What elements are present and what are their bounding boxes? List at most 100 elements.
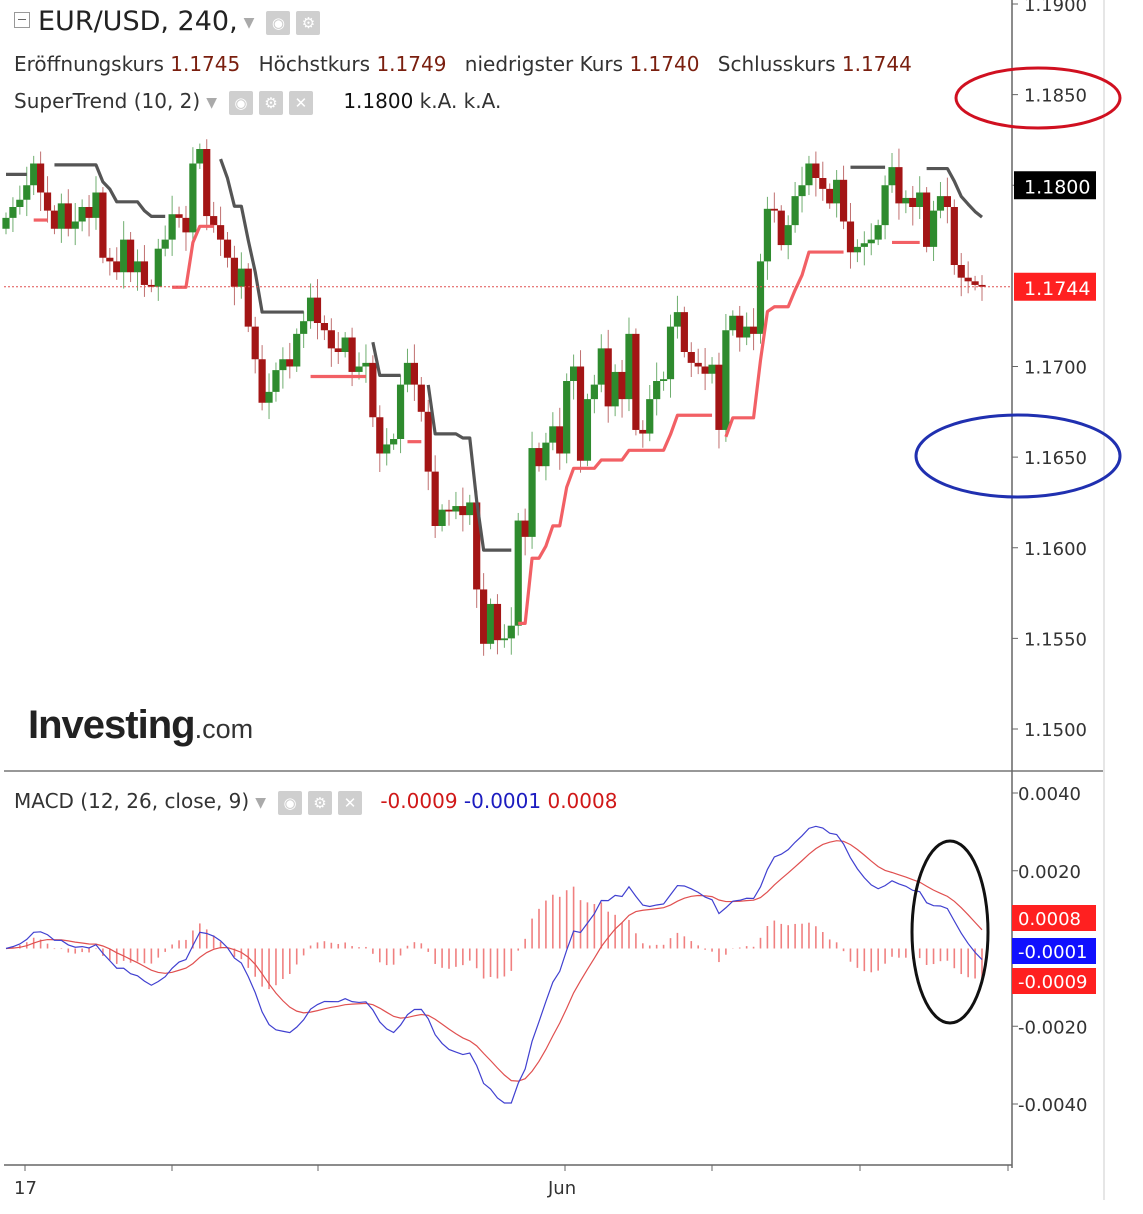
candle-bull — [570, 366, 578, 381]
low-value: 1.1740 — [629, 52, 700, 76]
candle-bull — [237, 268, 245, 287]
price-tick-label: 1.1850 — [1024, 86, 1087, 107]
chevron-down-icon[interactable]: ▼ — [206, 94, 217, 111]
candle-bear — [431, 471, 439, 526]
candle-bear — [106, 257, 114, 262]
candle-bear — [175, 214, 183, 218]
price-tick-label: 1.1600 — [1024, 539, 1087, 560]
candle-bear — [445, 509, 453, 512]
candle-bull — [659, 379, 668, 381]
candle-bull — [583, 399, 592, 461]
candle-bull — [120, 239, 128, 273]
candle-bull — [888, 167, 896, 186]
candle-bull — [902, 197, 910, 204]
supertrend-label: SuperTrend (10, 2) — [14, 89, 201, 113]
candle-bull — [563, 381, 571, 454]
candle-bear — [327, 330, 335, 349]
supertrend-down-line — [371, 341, 401, 377]
candle-bull — [500, 638, 508, 641]
candle-bear — [680, 312, 688, 352]
supertrend-value: 1.1800 — [343, 89, 414, 113]
gear-icon[interactable]: ⚙ — [307, 790, 332, 815]
gear-icon[interactable]: ⚙ — [296, 10, 321, 35]
price-tick-label: 1.1500 — [1024, 720, 1087, 741]
candle-bull — [881, 185, 889, 226]
candle-bull — [597, 348, 605, 385]
candle-bull — [805, 163, 813, 186]
close-icon[interactable]: ✕ — [337, 790, 362, 815]
candle-bear — [839, 179, 848, 222]
macd-signal-label: 0.0008 — [1018, 909, 1081, 930]
candle-bull — [625, 333, 633, 400]
chevron-down-icon[interactable]: ▼ — [255, 794, 266, 811]
supertrend-na-1: k.A. — [419, 89, 458, 113]
candle-bull — [189, 163, 197, 233]
candle-bear — [459, 506, 467, 516]
candle-bear — [687, 352, 695, 363]
candle-bear — [749, 326, 758, 334]
candle-bull — [362, 362, 370, 367]
supertrend-up-line — [518, 413, 713, 625]
candle-bear — [770, 208, 778, 211]
candle-bear — [369, 362, 377, 418]
candle-bull — [791, 196, 799, 226]
time-tick-label: 17 — [14, 1178, 37, 1199]
candle-bear — [556, 426, 564, 454]
close-icon[interactable]: ✕ — [288, 90, 313, 115]
macd-hist-value: -0.0009 — [380, 789, 458, 813]
candle-bear — [376, 417, 384, 454]
candle-bear — [493, 603, 502, 641]
candle-bear — [37, 163, 45, 193]
candle-bear — [964, 277, 972, 282]
candle-bear — [258, 359, 266, 403]
candle-bear — [950, 207, 958, 265]
price-tick-label: 1.1900 — [1024, 0, 1087, 16]
macd-histogram — [12, 886, 983, 990]
candle-bull — [355, 366, 363, 372]
macd-tick-label: -0.0020 — [1018, 1017, 1087, 1038]
macd-line — [5, 825, 983, 1104]
supertrend-price-label: 1.1800 — [1024, 176, 1090, 198]
price-pane — [4, 0, 1012, 770]
candle-bear — [846, 221, 855, 253]
chevron-down-icon[interactable]: ▼ — [243, 14, 255, 31]
eye-icon[interactable]: ◉ — [266, 10, 291, 35]
supertrend-na-2: k.A. — [463, 89, 502, 113]
price-tick-label: 1.1650 — [1024, 448, 1087, 469]
price-tick-label: 1.1550 — [1024, 629, 1087, 650]
candle-bear — [943, 196, 951, 207]
candle-bear — [203, 149, 211, 217]
candle-bear — [348, 337, 356, 372]
collapse-icon[interactable] — [14, 11, 30, 28]
supertrend-down-line — [926, 166, 983, 219]
candle-bear — [244, 268, 252, 327]
candle-bull — [30, 163, 38, 186]
annotation-circle-blue — [914, 413, 1122, 499]
macd-tick-label: -0.0040 — [1018, 1095, 1087, 1116]
candle-bull — [729, 315, 737, 331]
candle-bull — [383, 444, 391, 454]
annotation-circle-black — [910, 839, 990, 1025]
macd-line-label: -0.0001 — [1018, 942, 1087, 963]
candle-bear — [535, 448, 543, 467]
candle-bear — [50, 210, 59, 229]
macd-hist-label-bg — [1012, 968, 1096, 994]
candle-bear — [223, 239, 232, 258]
candle-bull — [763, 208, 772, 262]
candle-bear — [971, 281, 979, 285]
gear-icon[interactable]: ⚙ — [258, 90, 283, 115]
candle-bull — [507, 625, 515, 639]
candle-bear — [320, 323, 329, 331]
candle-bull — [396, 384, 405, 439]
eye-icon[interactable]: ◉ — [228, 90, 253, 115]
candle-bull — [279, 359, 287, 371]
candle-bear — [576, 366, 585, 461]
candle-bear — [334, 348, 342, 352]
eye-icon[interactable]: ◉ — [277, 790, 302, 815]
brand-name: Investing — [28, 703, 196, 747]
candle-bull — [196, 149, 204, 164]
candle-bull — [466, 502, 474, 516]
candle-bear — [424, 411, 432, 472]
macd-signal-value: 0.0008 — [547, 789, 618, 813]
